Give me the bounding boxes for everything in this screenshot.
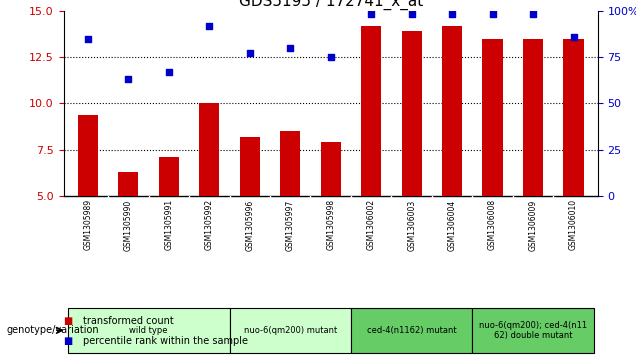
Text: GSM1305997: GSM1305997: [286, 199, 294, 250]
Text: ■: ■: [64, 336, 73, 346]
Text: GSM1306009: GSM1306009: [529, 199, 537, 250]
Point: [204, 23, 214, 29]
Point: [163, 69, 174, 75]
Bar: [563, 38, 584, 196]
Text: GSM1305996: GSM1305996: [245, 199, 254, 250]
Point: [245, 50, 255, 56]
Point: [366, 11, 377, 17]
Text: GSM1306010: GSM1306010: [569, 199, 578, 250]
Text: GSM1306002: GSM1306002: [367, 199, 376, 250]
Bar: [230, 309, 351, 353]
Point: [406, 11, 417, 17]
Text: GSM1306008: GSM1306008: [488, 199, 497, 250]
Point: [569, 34, 579, 40]
Text: GSM1305989: GSM1305989: [83, 199, 92, 250]
Text: genotype/variation: genotype/variation: [6, 325, 99, 335]
Text: ced-4(n1162) mutant: ced-4(n1162) mutant: [367, 326, 457, 335]
Text: GSM1305990: GSM1305990: [124, 199, 133, 250]
Bar: [78, 115, 98, 196]
Bar: [240, 137, 260, 196]
Bar: [523, 38, 543, 196]
Bar: [280, 131, 300, 196]
Text: transformed count: transformed count: [83, 316, 174, 326]
Point: [447, 11, 457, 17]
Bar: [442, 26, 462, 196]
Point: [285, 45, 295, 51]
Text: GSM1305991: GSM1305991: [164, 199, 174, 250]
Text: GSM1306003: GSM1306003: [407, 199, 416, 250]
Bar: [159, 157, 179, 196]
Bar: [401, 31, 422, 196]
Text: GSM1306004: GSM1306004: [448, 199, 457, 250]
Point: [123, 77, 134, 82]
Bar: [321, 142, 341, 196]
Text: nuo-6(qm200) mutant: nuo-6(qm200) mutant: [244, 326, 337, 335]
Bar: [199, 103, 219, 196]
Bar: [483, 38, 502, 196]
Title: GDS5195 / 172741_x_at: GDS5195 / 172741_x_at: [238, 0, 423, 9]
Bar: [361, 26, 382, 196]
Bar: [351, 309, 473, 353]
Text: ■: ■: [64, 316, 73, 326]
Text: GSM1305992: GSM1305992: [205, 199, 214, 250]
Bar: [67, 309, 230, 353]
Bar: [118, 172, 139, 196]
Bar: [473, 309, 594, 353]
Text: wild type: wild type: [129, 326, 168, 335]
Text: nuo-6(qm200); ced-4(n11
62) double mutant: nuo-6(qm200); ced-4(n11 62) double mutan…: [479, 321, 587, 340]
Text: GSM1305998: GSM1305998: [326, 199, 335, 250]
Point: [326, 54, 336, 60]
Text: percentile rank within the sample: percentile rank within the sample: [83, 336, 247, 346]
Point: [528, 11, 538, 17]
Point: [83, 36, 93, 41]
Point: [488, 11, 498, 17]
